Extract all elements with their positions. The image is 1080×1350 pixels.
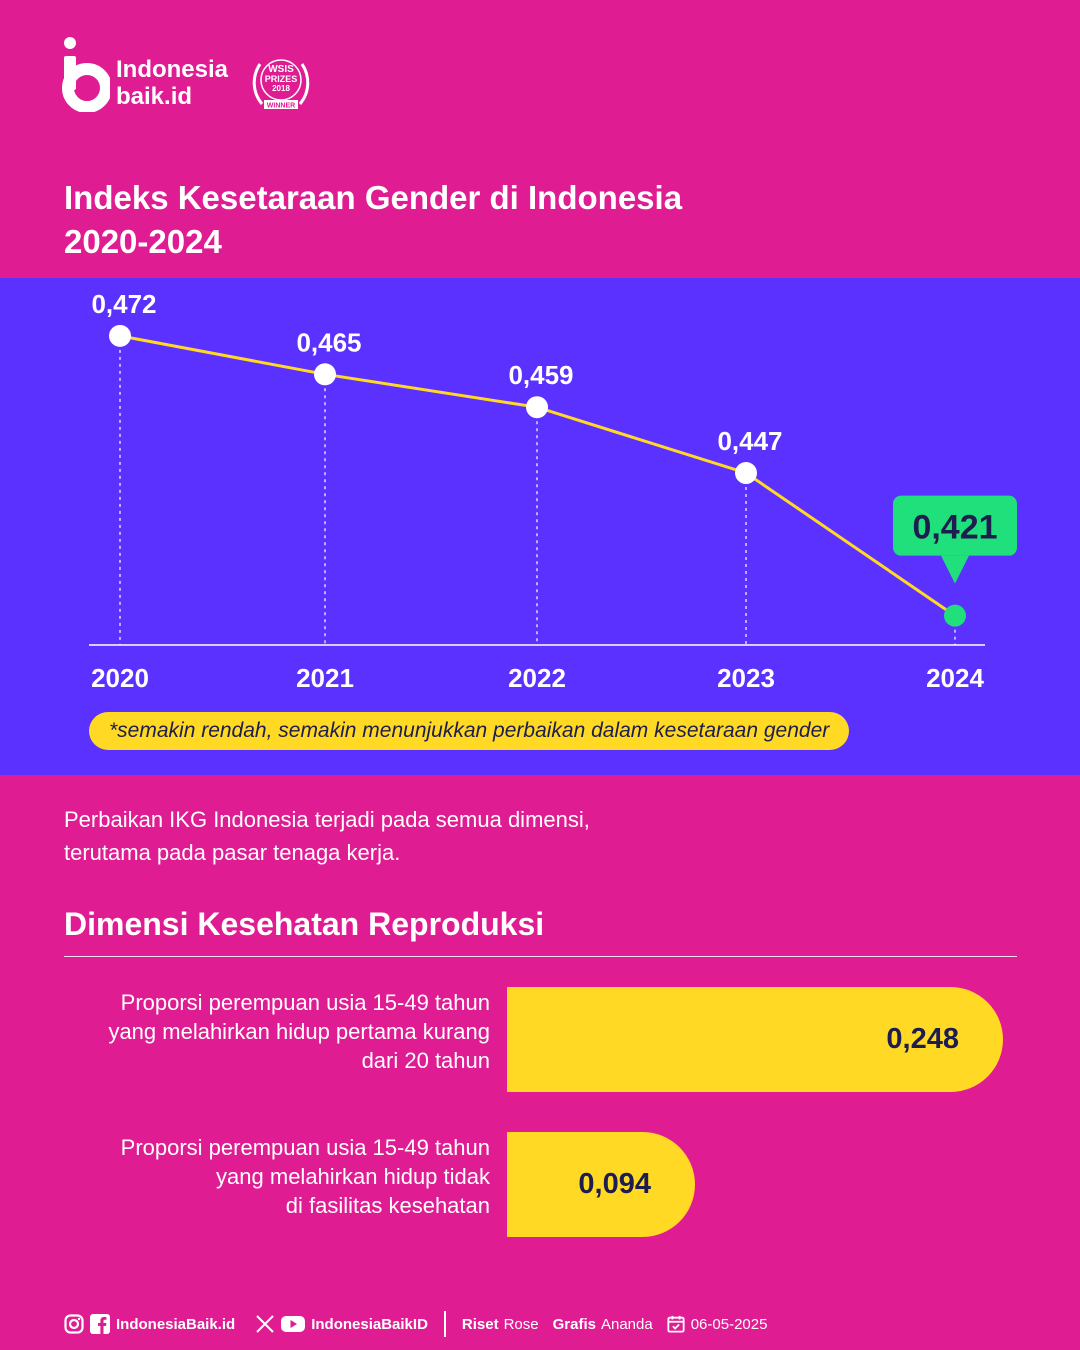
bar: 0,094 <box>507 1132 695 1237</box>
bar-value-label: 0,094 <box>578 1168 651 1200</box>
facebook-icon[interactable] <box>90 1314 110 1334</box>
chart-note: *semakin rendah, semakin menunjukkan per… <box>89 712 850 750</box>
award-line-4: WINNER <box>267 103 295 110</box>
title-line-2: 2020-2024 <box>64 223 222 260</box>
footer-separator <box>443 1311 446 1337</box>
data-label: 0,447 <box>717 426 782 456</box>
data-point <box>109 324 131 347</box>
chart-note-text: *semakin rendah, semakin menunjukkan per… <box>109 719 830 742</box>
section-divider <box>64 956 1017 957</box>
data-point <box>314 363 336 386</box>
title-line-1: Indeks Kesetaraan Gender di Indonesia <box>64 179 683 216</box>
brand-line-2: baik.id <box>116 83 193 110</box>
indonesiabaik-logo-mark <box>62 37 110 112</box>
summary-text: Perbaikan IKG Indonesia terjadi pada sem… <box>64 803 664 869</box>
footer: IndonesiaBaik.id IndonesiaBaikID Riset R… <box>64 1311 767 1337</box>
x-tick-label: 2022 <box>508 663 566 693</box>
riset-name: Rose <box>503 1315 539 1333</box>
grafis-label: Grafis <box>552 1315 596 1333</box>
page-title: Indeks Kesetaraan Gender di Indonesia 20… <box>64 176 682 264</box>
instagram-icon[interactable] <box>64 1314 84 1334</box>
line-chart-panel: 0,472 0,465 0,459 0,447 0,421 2020 2021 2022 20… <box>0 278 1080 775</box>
grafis-name: Ananda <box>600 1315 653 1333</box>
data-point <box>735 462 757 485</box>
summary-line-1: Perbaikan IKG Indonesia terjadi pada sem… <box>64 807 590 832</box>
x-icon[interactable] <box>255 1314 275 1334</box>
highlight-callout-pointer <box>941 555 969 584</box>
data-label: 0,459 <box>508 360 573 390</box>
brand-line-1: Indonesia <box>116 56 229 83</box>
summary-line-2: terutama pada pasar tenaga kerja. <box>64 840 401 865</box>
award-line-1: WSIS <box>268 64 294 75</box>
calendar-icon <box>667 1315 685 1333</box>
highlight-callout-box <box>893 495 1017 556</box>
footer-handle-1[interactable]: IndonesiaBaik.id <box>116 1315 236 1333</box>
section-title: Dimensi Kesehatan Reproduksi <box>64 906 545 942</box>
data-label: 0,465 <box>296 327 361 357</box>
wsis-award-badge: WSIS PRIZES 2018 WINNER <box>252 59 310 110</box>
youtube-icon[interactable] <box>281 1314 306 1334</box>
bar: 0,248 <box>507 987 1003 1092</box>
bar-category-label: Proporsi perempuan usia 15-49 tahun yang … <box>120 1135 490 1218</box>
bar-category-label: Proporsi perempuan usia 15-49 tahun yang … <box>108 990 490 1073</box>
x-tick-label: 2024 <box>926 663 984 693</box>
x-tick-label: 2021 <box>296 663 354 693</box>
line-chart: 0,472 0,465 0,459 0,447 0,421 2020 2021 2022 20… <box>89 289 1017 693</box>
data-point-highlight <box>944 604 966 627</box>
data-point <box>526 396 548 419</box>
data-label: 0,472 <box>91 289 156 319</box>
brand-name: Indonesia baik.id <box>116 56 228 110</box>
x-tick-label: 2023 <box>717 663 775 693</box>
x-tick-label: 2020 <box>91 663 149 693</box>
data-label-highlight: 0,421 <box>912 509 997 547</box>
award-line-2: PRIZES <box>265 74 298 84</box>
footer-date: 06-05-2025 <box>690 1315 768 1333</box>
riset-label: Riset <box>461 1315 499 1333</box>
award-line-3: 2018 <box>272 84 290 93</box>
bar-value-label: 0,248 <box>886 1023 959 1055</box>
footer-handle-2[interactable]: IndonesiaBaikID <box>311 1315 428 1333</box>
